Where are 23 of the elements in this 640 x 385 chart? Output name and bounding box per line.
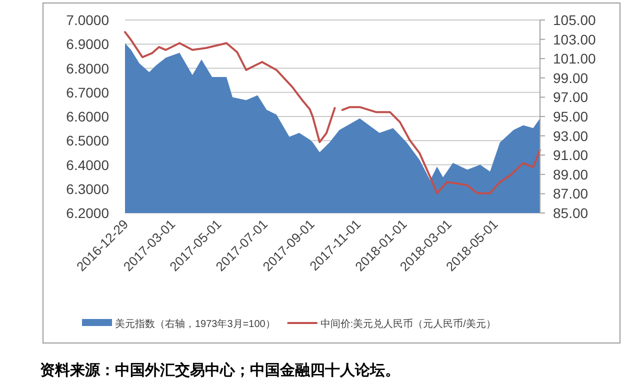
y2-tick-label: 91.00	[553, 147, 588, 164]
y-tick-label: 6.9000	[66, 36, 110, 52]
y-tick-label: 6.3000	[66, 180, 110, 197]
legend-label: 中间价:美元兑人民币（元人民币/美元）	[320, 318, 496, 330]
y-tick-label: 6.2000	[66, 205, 110, 221]
y-tick-label: 6.6000	[66, 108, 110, 124]
y-tick-label: 6.5000	[66, 132, 110, 149]
y2-tick-label: 101.00	[553, 50, 596, 67]
y2-tick-label: 105.00	[553, 12, 596, 28]
y-tick-label: 6.7000	[66, 84, 110, 100]
y2-tick-label: 99.00	[553, 70, 588, 86]
y2-tick-label: 89.00	[553, 166, 588, 182]
y2-tick-label: 95.00	[553, 108, 588, 124]
y-tick-label: 7.0000	[66, 12, 110, 28]
y2-tick-label: 93.00	[553, 128, 588, 144]
y-tick-label: 6.4000	[66, 156, 110, 173]
y2-tick-label: 97.00	[553, 89, 588, 106]
y2-tick-label: 85.00	[553, 205, 588, 221]
y2-tick-label: 103.00	[553, 31, 596, 48]
legend-label: 美元指数（右轴，1973年3月=100）	[115, 318, 276, 330]
y-tick-label: 6.8000	[66, 60, 110, 76]
text: 资料来源：中国外汇交易中心；中国金融四十人论坛。	[40, 361, 400, 379]
y2-tick-label: 87.00	[553, 186, 588, 202]
